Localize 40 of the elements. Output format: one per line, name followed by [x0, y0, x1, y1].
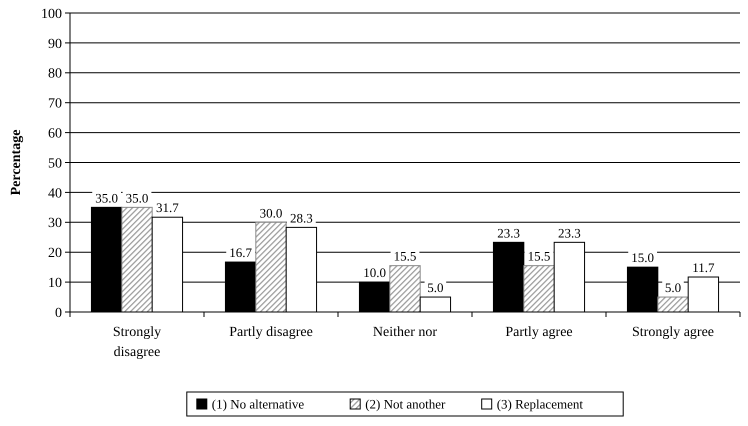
legend-label: (3) Replacement: [496, 396, 584, 412]
y-tick-label: 50: [48, 156, 62, 172]
data-label: 31.7: [156, 200, 180, 216]
data-label: 23.3: [497, 225, 520, 240]
data-label: 28.3: [290, 210, 313, 226]
x-tick-label: Strongly disagree: [112, 325, 162, 360]
data-label: 10.0: [363, 265, 386, 280]
data-label: 23.3: [558, 225, 581, 240]
bar: [389, 265, 421, 312]
data-label: 16.7: [229, 245, 252, 260]
y-tick-label: 10: [48, 276, 62, 291]
x-tick-label: Partly disagree: [229, 325, 313, 340]
y-axis-title: Percentage: [9, 130, 24, 196]
y-tick-label: 0: [55, 306, 62, 321]
data-label: 15.5: [528, 248, 550, 264]
data-label: 5.0: [427, 280, 444, 296]
data-label: 35.0: [95, 190, 118, 206]
data-label: 15.5: [394, 248, 416, 264]
data-label: 30.0: [260, 205, 282, 220]
data-label: 35.0: [126, 190, 148, 206]
x-tick-label: Neither nor: [372, 325, 438, 340]
bar: [121, 206, 153, 312]
data-label: 11.7: [692, 260, 715, 276]
y-tick-label: 20: [48, 246, 62, 262]
legend-label: (1) No alternative: [212, 396, 304, 412]
y-tick-label: 40: [48, 186, 62, 202]
x-tick-label: Strongly agree: [632, 325, 714, 340]
y-tick-label: 100: [41, 6, 62, 22]
y-tick-label: 70: [48, 96, 62, 112]
y-tick-label: 60: [48, 126, 62, 142]
x-tick-label: Partly agree: [505, 325, 573, 340]
data-label: 15.0: [631, 250, 654, 266]
bar: [255, 222, 287, 312]
bar: [657, 296, 689, 312]
legend-label: (2) Not another: [365, 396, 446, 412]
y-tick-label: 90: [48, 36, 62, 52]
data-label: 5.0: [664, 280, 682, 296]
bar: [523, 265, 555, 312]
y-tick-label: 80: [48, 66, 62, 82]
y-tick-label: 30: [48, 216, 62, 232]
